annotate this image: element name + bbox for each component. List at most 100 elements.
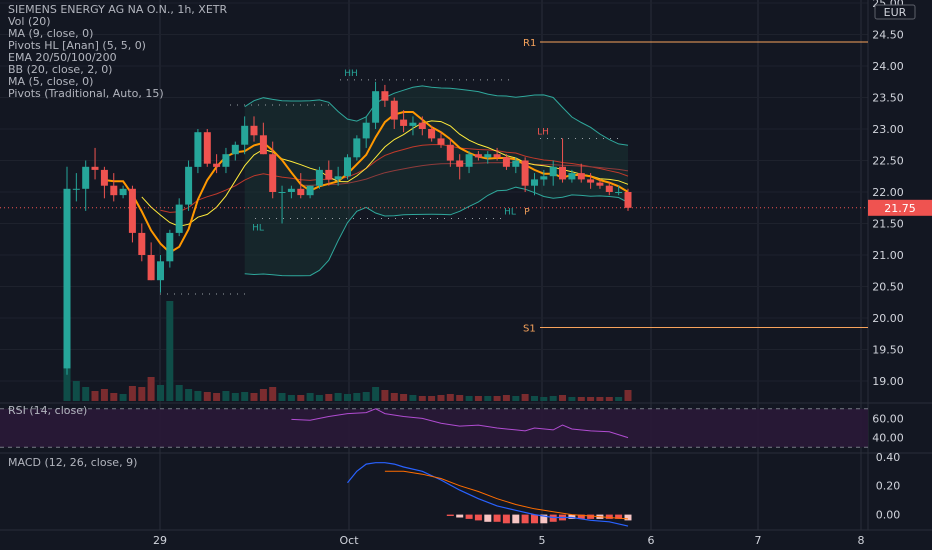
candle-body: [549, 166, 557, 177]
volume-bar: [372, 387, 380, 401]
macd-tick-label: 0.40: [876, 451, 901, 464]
candle-body: [334, 176, 342, 180]
macd-histogram-bar: [624, 514, 632, 521]
macd-histogram-bar: [502, 514, 510, 524]
candle-body: [344, 157, 351, 177]
macd-histogram-bar: [512, 514, 520, 524]
volume-bars: [63, 301, 632, 401]
candle-body: [100, 169, 108, 186]
candle-body: [390, 100, 398, 120]
legend-vol: Vol (20): [8, 15, 51, 28]
candle-body: [269, 154, 277, 192]
indicator-lines: [0, 85, 868, 277]
volume-bar: [568, 397, 576, 401]
candle-body: [278, 192, 286, 193]
candle-body: [175, 204, 183, 233]
volume-bar: [241, 392, 249, 401]
candle-body: [465, 154, 473, 167]
candle-body: [166, 232, 174, 262]
candle-body: [400, 119, 408, 126]
volume-bar: [315, 395, 323, 401]
volume-bar: [428, 396, 436, 401]
bollinger-band-fill: [244, 85, 628, 276]
volume-bar: [540, 397, 548, 401]
pivot-marker-lh: LH: [537, 127, 549, 137]
volume-bar: [596, 397, 604, 401]
price-tick-label: 24.00: [872, 60, 904, 73]
legend-ma9: MA (9, close, 0): [8, 27, 93, 40]
volume-bar: [203, 392, 211, 401]
pivot-marker-p: P: [524, 208, 530, 218]
volume-bar: [446, 394, 454, 401]
volume-bar: [559, 395, 566, 401]
time-tick-label: 6: [648, 534, 655, 547]
volume-bar: [82, 387, 90, 401]
bb-lower: [244, 186, 629, 277]
volume-bar: [119, 394, 127, 401]
candle-body: [194, 132, 202, 167]
candle-body: [446, 144, 454, 161]
candle-body: [91, 166, 99, 170]
candle-body: [512, 160, 520, 167]
macd-histogram-bar: [568, 514, 576, 519]
volume-bar: [381, 390, 389, 401]
rsi-band-fill: [0, 408, 868, 448]
bb-fill: [244, 85, 628, 276]
macd-pane: 0.40 0.20 0.00: [347, 451, 901, 527]
candle-body: [605, 185, 613, 192]
macd-histogram-bar: [474, 514, 482, 521]
candle-body: [72, 188, 80, 190]
time-tick-label: 7: [755, 534, 762, 547]
pivot-levels: R1 S1: [160, 38, 868, 334]
legend: SIEMENS ENERGY AG NA O.N., 1h, XETR Vol …: [8, 3, 227, 469]
macd-histogram-bar: [465, 514, 473, 519]
candle-body: [568, 173, 576, 180]
candle-body: [428, 129, 436, 139]
volume-bar: [72, 381, 80, 401]
candle-body: [157, 261, 164, 281]
candle-body: [315, 169, 323, 186]
volume-bar: [63, 367, 71, 401]
currency-badge: EUR: [874, 4, 916, 20]
volume-bar: [278, 393, 286, 401]
volume-bar: [222, 391, 230, 401]
volume-bar: [213, 393, 221, 401]
candle-body: [147, 255, 155, 281]
volume-bar: [531, 396, 538, 401]
pivot-label-s1: S1: [523, 323, 536, 334]
macd-histogram-bar: [484, 514, 492, 522]
candle-body: [531, 179, 538, 186]
volume-bar: [615, 397, 623, 401]
pivot-marker-hl: HL: [504, 208, 516, 218]
candle-body: [128, 188, 136, 233]
volume-bar: [493, 396, 501, 401]
chart-title: SIEMENS ENERGY AG NA O.N., 1h, XETR: [8, 3, 227, 16]
pivot-marker-hl: HL: [252, 223, 264, 233]
legend-ma5: MA (5, close, 0): [8, 75, 93, 88]
candle-body: [559, 166, 566, 180]
volume-bar: [91, 391, 99, 401]
axes: 25.0024.5024.0023.5023.0022.5022.0021.50…: [153, 0, 904, 547]
macd-histogram-bar: [531, 514, 538, 524]
candle-body: [138, 232, 146, 255]
price-tick-label: 20.50: [872, 281, 904, 294]
volume-bar: [624, 390, 632, 401]
candle-body: [353, 138, 361, 158]
candle-body: [624, 192, 632, 208]
price-tick-label: 24.50: [872, 29, 904, 42]
volume-bar: [587, 397, 595, 401]
candle-body: [203, 132, 211, 164]
candle-body: [63, 188, 71, 369]
macd-tick-label: 0.00: [876, 509, 901, 522]
candle-body: [306, 185, 314, 196]
rsi-tick-label: 60.00: [872, 412, 904, 425]
candle-body: [213, 163, 221, 167]
volume-bar: [605, 397, 613, 401]
volume-bar: [456, 395, 464, 401]
volume-bar: [577, 397, 585, 401]
rsi-line: [291, 408, 629, 439]
candle-body: [250, 125, 258, 136]
volume-bar: [128, 386, 136, 401]
rsi-pane: 60.00 40.00: [0, 408, 904, 448]
